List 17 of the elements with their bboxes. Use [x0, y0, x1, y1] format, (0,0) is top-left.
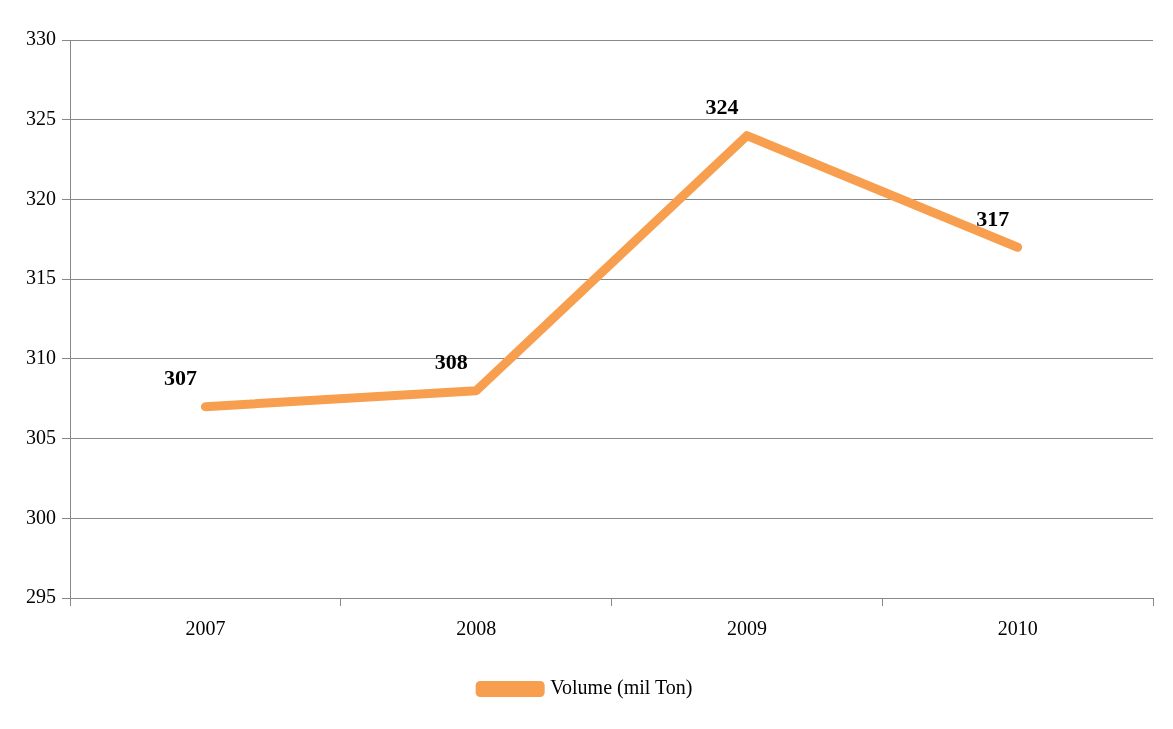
y-tick-label: 310 [26, 346, 56, 369]
y-tick-label: 295 [26, 585, 56, 608]
y-tick-label: 320 [26, 186, 56, 209]
y-tick-label: 300 [26, 505, 56, 528]
x-tick-label: 2007 [185, 617, 226, 640]
x-tick-label: 2008 [456, 617, 497, 640]
data-label: 308 [434, 349, 468, 375]
x-tick-label: 2009 [726, 617, 767, 640]
y-tick-label: 325 [26, 106, 56, 129]
data-label: 307 [163, 365, 197, 391]
data-label: 317 [976, 205, 1010, 231]
y-tick-label: 315 [26, 266, 56, 289]
x-tick-label: 2010 [997, 617, 1038, 640]
legend-label: Volume (mil Ton) [550, 676, 693, 700]
y-tick-label: 305 [26, 425, 56, 448]
data-label: 324 [705, 94, 739, 120]
y-tick-label: 330 [26, 27, 56, 50]
